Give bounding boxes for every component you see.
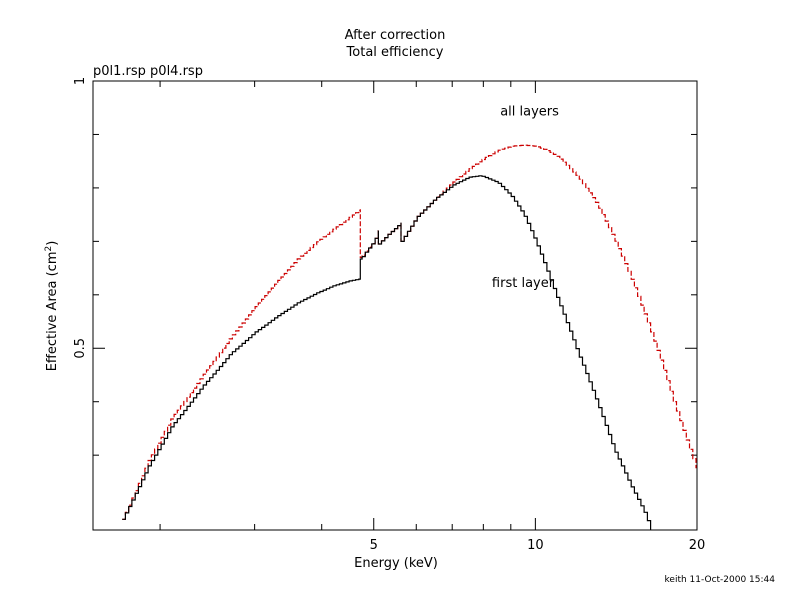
y-axis-label-sup: 2: [44, 246, 54, 252]
plot-frame: [92, 80, 698, 531]
chart-subtitle: Total efficiency: [346, 45, 444, 60]
y-axis-label-close: ): [45, 241, 60, 246]
series-labels: all layers first layer: [492, 105, 559, 291]
axis-tick-labels: 5 10 20 0.5 1: [73, 77, 705, 553]
x-tick-label-1: 10: [527, 538, 544, 553]
y-tick-label-1: 1: [73, 77, 88, 85]
x-axis-label: Energy (keV): [354, 556, 438, 571]
y-axis-label: Effective Area (cm2): [44, 241, 60, 372]
x-tick-label-0: 5: [370, 538, 378, 553]
y-tick-label-0: 0.5: [73, 338, 88, 359]
series-all-layers: [122, 144, 697, 520]
file-label: p0l1.rsp p0l4.rsp: [93, 64, 203, 79]
axis-ticks: [93, 80, 698, 530]
series-label-first-layer: first layer: [492, 276, 555, 291]
x-tick-label-2: 20: [689, 538, 706, 553]
chart-title: After correction: [345, 28, 446, 43]
series-label-all-layers: all layers: [500, 105, 559, 120]
series-layer: [122, 144, 697, 530]
footer-stamp: keith 11-Oct-2000 15:44: [665, 575, 776, 585]
y-axis-label-main: Effective Area (cm: [45, 252, 60, 372]
series-first-layer: [122, 175, 652, 530]
